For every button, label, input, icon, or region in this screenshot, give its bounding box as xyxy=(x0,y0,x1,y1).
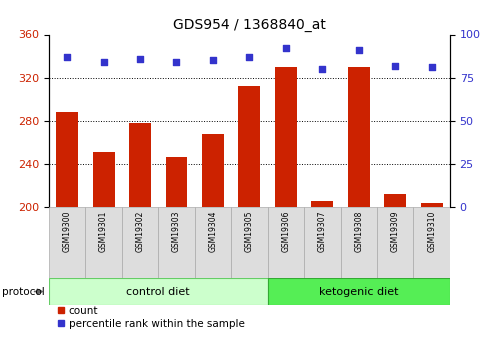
Bar xyxy=(49,207,85,278)
Text: GSM19300: GSM19300 xyxy=(62,210,71,252)
Bar xyxy=(384,194,406,207)
Bar xyxy=(267,207,304,278)
Bar xyxy=(412,207,449,278)
Bar xyxy=(376,207,412,278)
Text: GSM19310: GSM19310 xyxy=(427,210,435,252)
Legend: count, percentile rank within the sample: count, percentile rank within the sample xyxy=(54,302,248,333)
Bar xyxy=(347,67,369,207)
Text: GSM19307: GSM19307 xyxy=(317,210,326,252)
Text: ketogenic diet: ketogenic diet xyxy=(318,287,398,296)
Text: control diet: control diet xyxy=(126,287,190,296)
Bar xyxy=(267,278,449,305)
Point xyxy=(427,65,435,70)
Bar xyxy=(311,200,332,207)
Point xyxy=(354,47,362,53)
Point xyxy=(282,46,289,51)
Point xyxy=(136,56,143,61)
Bar xyxy=(231,207,267,278)
Bar xyxy=(129,123,151,207)
Bar xyxy=(274,67,296,207)
Point xyxy=(245,54,253,60)
Text: GSM19305: GSM19305 xyxy=(244,210,253,252)
Bar xyxy=(85,207,122,278)
Point xyxy=(318,66,325,72)
Bar xyxy=(340,207,376,278)
Bar xyxy=(49,278,267,305)
Bar xyxy=(420,203,442,207)
Text: protocol: protocol xyxy=(2,287,45,296)
Bar xyxy=(122,207,158,278)
Point xyxy=(172,59,180,65)
Bar xyxy=(304,207,340,278)
Bar xyxy=(92,152,114,207)
Text: GSM19303: GSM19303 xyxy=(172,210,181,252)
Bar xyxy=(56,112,78,207)
Bar xyxy=(202,134,224,207)
Text: GSM19306: GSM19306 xyxy=(281,210,290,252)
Point xyxy=(390,63,398,68)
Bar xyxy=(158,207,194,278)
Text: GSM19309: GSM19309 xyxy=(390,210,399,252)
Bar xyxy=(238,86,260,207)
Text: GSM19301: GSM19301 xyxy=(99,210,108,252)
Bar xyxy=(165,157,187,207)
Title: GDS954 / 1368840_at: GDS954 / 1368840_at xyxy=(173,18,325,32)
Point xyxy=(100,59,107,65)
Point xyxy=(208,58,216,63)
Text: GSM19308: GSM19308 xyxy=(353,210,363,252)
Text: GSM19304: GSM19304 xyxy=(208,210,217,252)
Bar xyxy=(194,207,231,278)
Point xyxy=(63,54,71,60)
Text: GSM19302: GSM19302 xyxy=(135,210,144,252)
